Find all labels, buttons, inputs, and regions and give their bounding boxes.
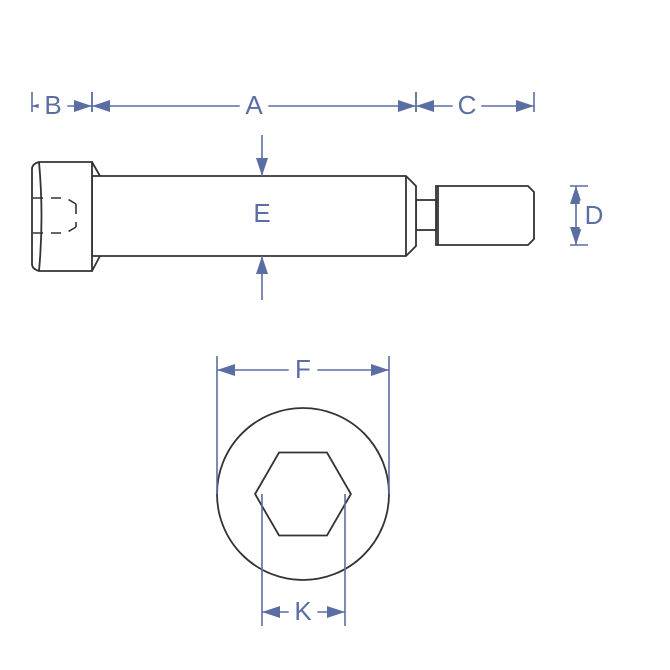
head-shoulder-bevel-top (92, 162, 100, 176)
arrow-head-icon (74, 100, 92, 112)
label-f: F (295, 354, 311, 384)
arrow-head-icon (256, 256, 268, 274)
arrow-head-icon (416, 100, 434, 112)
arrow-head-icon (217, 364, 235, 376)
diagram-viewport: A B C D E F K (0, 0, 670, 670)
label-c: C (458, 90, 477, 120)
neck-outline (416, 200, 436, 230)
label-e: E (253, 198, 270, 228)
arrow-head-icon (256, 158, 268, 176)
thread-outline (436, 186, 534, 245)
label-k: K (294, 596, 312, 626)
label-b: B (44, 90, 61, 120)
label-d: D (585, 200, 604, 230)
label-a: A (245, 90, 263, 120)
arrow-head-icon (398, 100, 416, 112)
arrow-head-icon (92, 100, 110, 112)
arrow-head-icon (570, 227, 582, 245)
dimension-drawing-svg: A B C D E F K (0, 0, 670, 670)
arrow-head-icon (262, 606, 280, 618)
arrow-head-icon (327, 606, 345, 618)
arrow-head-icon (516, 100, 534, 112)
arrow-head-icon (371, 364, 389, 376)
head-shoulder-bevel-bot (92, 256, 100, 271)
